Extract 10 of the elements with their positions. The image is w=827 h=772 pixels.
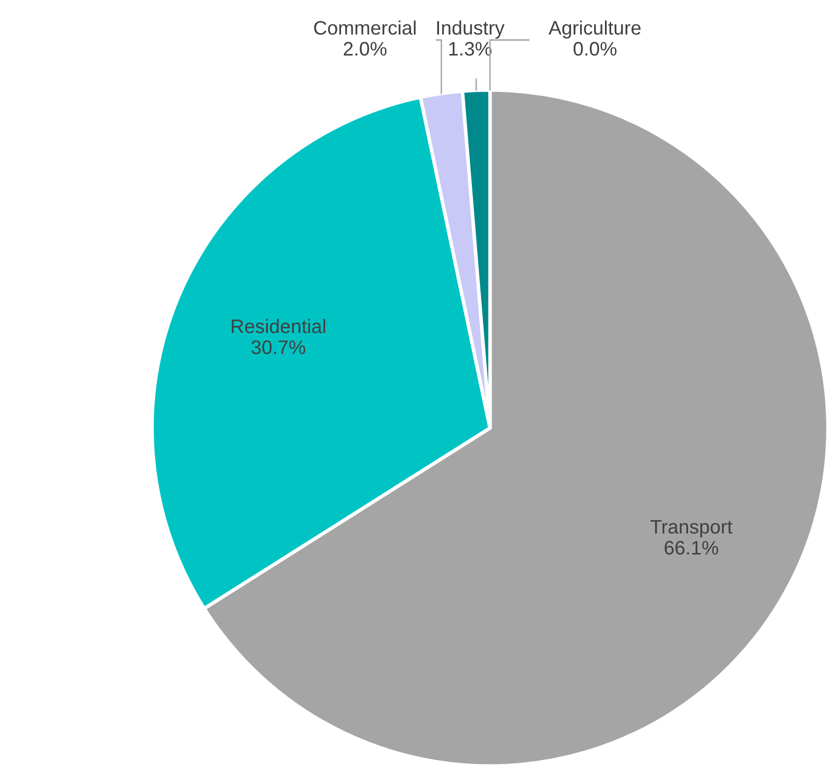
slice-label: Commercial — [314, 20, 416, 35]
slice-label: Industry — [437, 20, 505, 39]
data-label: 1.3% — [449, 42, 492, 56]
data-label: 30.7% — [251, 340, 306, 354]
slice-label: Transport — [650, 520, 732, 538]
slice-label: Residential — [232, 318, 326, 334]
category-label: Agriculture — [548, 20, 641, 39]
text: 0.0% — [574, 42, 616, 56]
data-label: 66.1% — [664, 540, 718, 555]
data-label: 2.0% — [344, 42, 386, 56]
